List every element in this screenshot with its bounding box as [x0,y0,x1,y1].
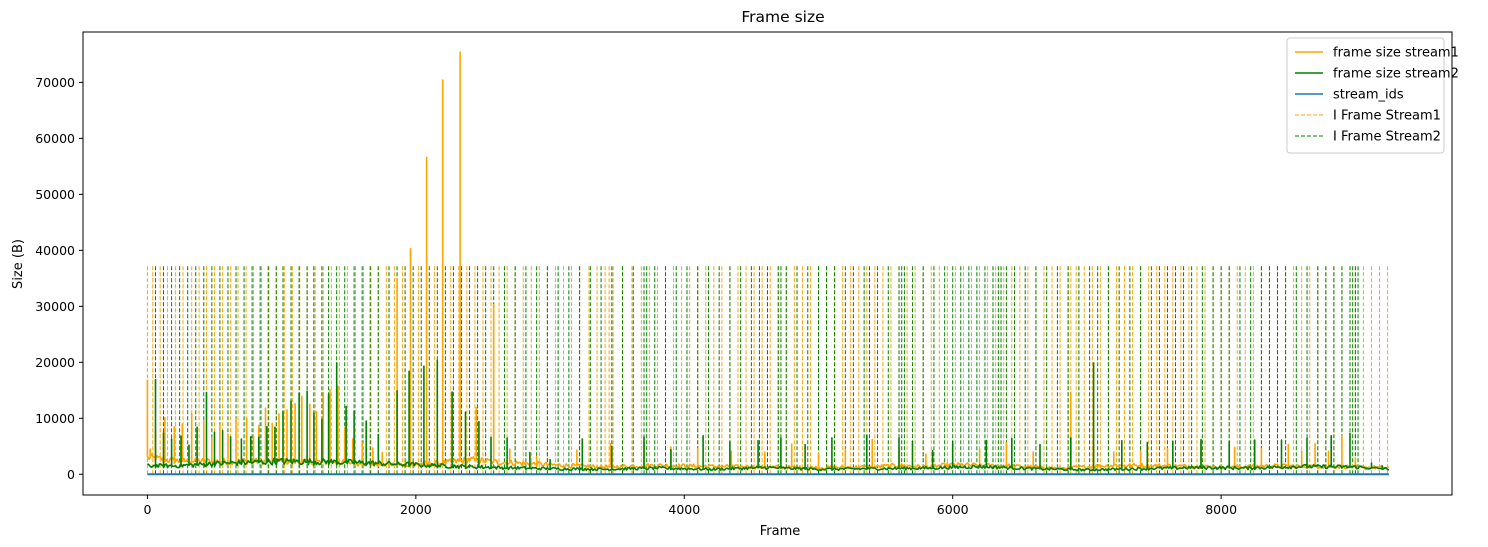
y-axis-label: Size (B) [11,239,26,289]
y-tick-label: 20000 [35,355,75,370]
x-tick-label: 4000 [668,502,700,517]
y-axis: 0 10000 20000 30000 40000 50000 60000 70000 [35,75,83,482]
legend-label: frame size stream2 [1333,67,1459,82]
iframe-stream2-markers [154,264,1359,475]
y-tick-label: 40000 [35,243,75,258]
legend-label: stream_ids [1333,88,1404,103]
legend-label: I Frame Stream2 [1333,130,1441,145]
x-tick-label: 6000 [937,502,969,517]
x-axis: 0 2000 4000 6000 8000 [143,495,1237,517]
y-tick-label: 60000 [35,131,75,146]
y-tick-label: 30000 [35,299,75,314]
y-tick-label: 70000 [35,75,75,90]
chart-title: Frame size [741,8,824,26]
series-line-stream2 [147,359,1390,472]
legend-label: frame size stream1 [1333,46,1459,61]
y-tick-label: 0 [67,467,75,482]
legend: frame size stream1 frame size stream2 stre… [1286,37,1459,154]
x-tick-label: 8000 [1205,502,1237,517]
axes-frame [82,31,1453,496]
legend-label: I Frame Stream1 [1333,109,1441,124]
y-tick-label: 10000 [35,411,75,426]
x-tick-label: 0 [143,502,151,517]
x-tick-label: 2000 [400,502,432,517]
y-tick-label: 50000 [35,187,75,202]
x-axis-label: Frame [760,524,801,539]
series-line-stream1 [146,51,1389,471]
legend-box [1286,37,1445,154]
plot-area [146,51,1390,476]
